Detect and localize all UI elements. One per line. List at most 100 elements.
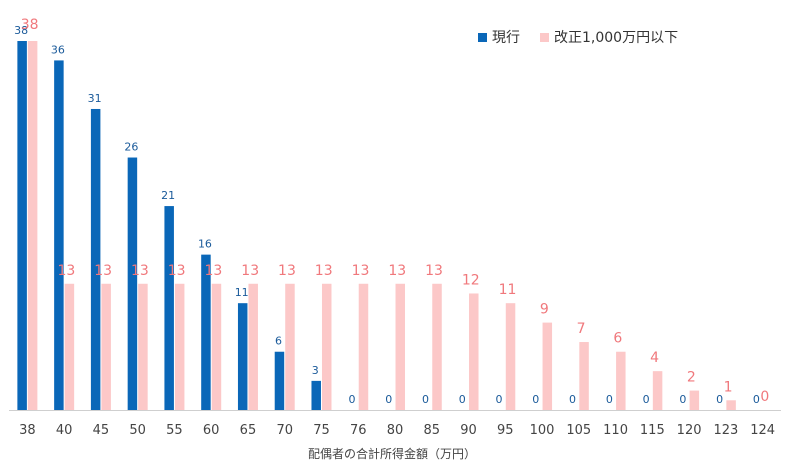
data-label-kaisei: 13 (278, 263, 296, 279)
data-label-genko: 11 (235, 286, 249, 299)
x-tick-label: 76 (350, 423, 367, 438)
bar-kaisei-123 (726, 400, 736, 410)
data-label-genko: 0 (532, 393, 539, 406)
data-label-genko: 36 (51, 43, 65, 56)
data-label-kaisei: 1 (724, 379, 733, 395)
bar-kaisei-65 (248, 283, 258, 410)
x-tick-label: 38 (19, 423, 36, 438)
series-genko-bars (17, 41, 321, 410)
bar-kaisei-40 (64, 283, 75, 410)
bar-kaisei-50 (138, 283, 148, 410)
x-tick-label: 115 (640, 423, 665, 438)
x-tick-label: 80 (387, 423, 404, 438)
x-tick-label: 40 (56, 423, 73, 438)
bar-kaisei-120 (689, 390, 700, 410)
data-label-genko: 6 (275, 335, 282, 348)
x-tick-label: 65 (240, 423, 257, 438)
bar-genko-65 (237, 303, 248, 410)
data-label-kaisei: 13 (205, 263, 223, 279)
data-label-kaisei: 7 (577, 321, 586, 337)
x-tick-label: 55 (166, 423, 183, 438)
data-label-kaisei: 13 (131, 263, 149, 279)
bar-kaisei-60 (211, 283, 222, 410)
series-kaisei-bars (27, 41, 736, 410)
data-label-genko: 0 (496, 393, 503, 406)
bar-genko-55 (164, 206, 174, 410)
data-label-kaisei: 6 (613, 331, 622, 347)
data-label-genko: 0 (459, 393, 466, 406)
x-tick-labels: 38 40 45 50 55 60 65 70 75 76 80 85 90 95 100 105 110 115… (19, 423, 775, 438)
bar-kaisei-75 (321, 283, 332, 410)
data-label-kaisei: 38 (21, 17, 39, 33)
bar-kaisei-115 (652, 371, 663, 410)
data-label-genko: 21 (161, 189, 175, 202)
data-label-kaisei: 12 (462, 272, 480, 288)
data-label-genko: 0 (348, 393, 355, 406)
data-label-genko: 0 (385, 393, 392, 406)
x-tick-label: 110 (603, 423, 628, 438)
x-tick-label: 124 (750, 423, 775, 438)
bar-kaisei-55 (174, 283, 185, 410)
data-label-kaisei: 13 (241, 263, 259, 279)
data-label-genko: 38 (14, 24, 28, 37)
x-tick-label: 95 (497, 423, 514, 438)
bar-genko-38 (17, 41, 27, 410)
legend-label-genko: 現行 (492, 30, 520, 46)
x-tick-label: 50 (129, 423, 146, 438)
bar-kaisei-76 (358, 283, 369, 410)
data-label-genko: 0 (716, 393, 723, 406)
data-label-genko: 0 (606, 393, 613, 406)
bar-genko-50 (127, 157, 138, 410)
data-label-kaisei: 9 (540, 302, 549, 318)
bar-kaisei-80 (395, 283, 405, 410)
data-label-kaisei: 13 (388, 263, 406, 279)
legend-swatch-genko (478, 33, 487, 42)
data-label-kaisei: 4 (650, 350, 659, 366)
bar-kaisei-110 (616, 351, 626, 410)
bar-kaisei-95 (505, 303, 516, 410)
x-tick-label: 70 (276, 423, 293, 438)
x-tick-label: 85 (423, 423, 440, 438)
data-label-genko: 31 (88, 92, 102, 105)
data-label-genko: 3 (312, 364, 319, 377)
bar-genko-45 (90, 108, 101, 410)
bar-kaisei-85 (432, 283, 442, 410)
data-label-kaisei: 11 (499, 282, 517, 298)
bar-genko-60 (201, 254, 211, 410)
x-axis-title: 配偶者の合計所得金額（万円） (308, 446, 476, 461)
data-label-kaisei: 13 (94, 263, 112, 279)
data-label-kaisei: 13 (425, 263, 443, 279)
data-label-genko: 0 (679, 393, 686, 406)
bar-kaisei-38 (27, 41, 38, 410)
x-tick-label: 100 (530, 423, 555, 438)
legend: 現行 改正1,000万円以下 (478, 30, 678, 46)
bar-kaisei-45 (101, 283, 111, 410)
bar-genko-75 (311, 380, 321, 410)
data-label-genko: 0 (753, 393, 760, 406)
data-label-kaisei: 13 (352, 263, 370, 279)
data-label-genko: 26 (124, 141, 138, 154)
bar-kaisei-100 (542, 322, 553, 410)
data-label-kaisei: 2 (687, 370, 696, 386)
bar-genko-40 (54, 60, 64, 410)
x-tick-label: 60 (203, 423, 220, 438)
data-label-genko: 0 (422, 393, 429, 406)
x-tick-label: 45 (93, 423, 110, 438)
x-tick-label: 120 (677, 423, 702, 438)
data-label-kaisei: 13 (168, 263, 186, 279)
data-label-genko: 0 (569, 393, 576, 406)
bar-genko-70 (274, 351, 285, 410)
x-tick-label: 123 (713, 423, 738, 438)
data-label-kaisei: 13 (315, 263, 333, 279)
bar-kaisei-105 (579, 342, 589, 410)
x-tick-label: 75 (313, 423, 330, 438)
legend-swatch-kaisei (540, 33, 549, 42)
data-label-kaisei: 0 (760, 389, 769, 405)
data-label-genko: 0 (643, 393, 650, 406)
x-tick-label: 90 (460, 423, 477, 438)
data-label-kaisei: 13 (57, 263, 75, 279)
bar-kaisei-70 (285, 283, 295, 410)
